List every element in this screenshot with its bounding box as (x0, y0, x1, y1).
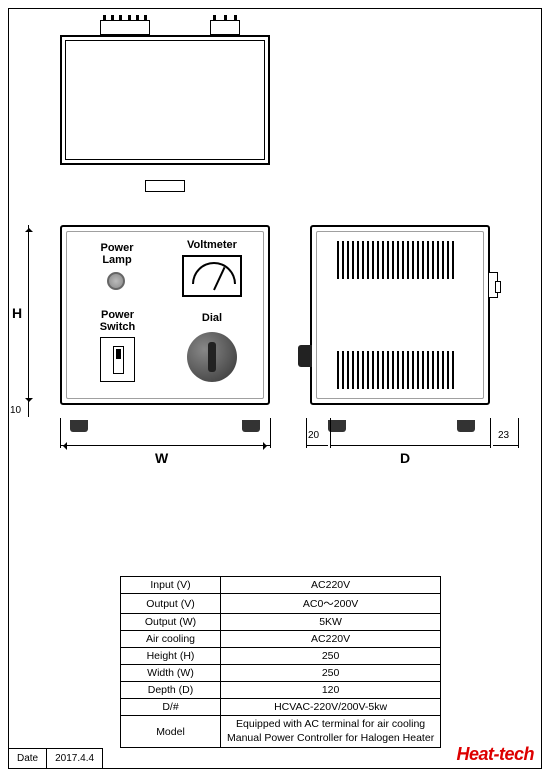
spec-key: Model (121, 716, 221, 748)
dim-foot-line (28, 405, 29, 417)
terminal-block-small (210, 20, 240, 35)
spec-key: Width (W) (121, 665, 221, 682)
dim-20-label: 20 (308, 430, 319, 441)
spec-value: 5KW (221, 614, 441, 631)
foot-right (242, 420, 260, 432)
dim-width-label: W (155, 450, 168, 466)
foot-left (70, 420, 88, 432)
date-value: 2017.4.4 (47, 749, 103, 769)
table-row: Output (V)AC0～200V (121, 594, 441, 614)
dim-depth-label: D (400, 450, 410, 466)
spec-value: 120 (221, 682, 441, 699)
terminal-blocks (100, 20, 240, 35)
spec-key: D/# (121, 699, 221, 716)
foot-right (457, 420, 475, 432)
side-panel (310, 225, 490, 405)
spec-value: HCVAC-220V/200V-5kw (221, 699, 441, 716)
date-box: Date 2017.4.4 (8, 748, 103, 769)
terminal-block-large (100, 20, 150, 35)
spec-tbody: Input (V)AC220VOutput (V)AC0～200VOutput … (121, 577, 441, 748)
table-row: Width (W)250 (121, 665, 441, 682)
spec-key: Output (V) (121, 594, 221, 614)
power-switch-icon (100, 337, 135, 382)
dial-label: Dial (187, 312, 237, 324)
side-protrusion-left (298, 345, 312, 367)
table-row: Air coolingAC220V (121, 631, 441, 648)
date-label: Date (9, 749, 47, 769)
dim-20-line (306, 445, 328, 446)
voltmeter-label: Voltmeter (177, 239, 247, 251)
spec-key: Air cooling (121, 631, 221, 648)
spec-value: AC0～200V (221, 594, 441, 614)
spec-key: Output (W) (121, 614, 221, 631)
spec-key: Height (H) (121, 648, 221, 665)
spec-value: Equipped with AC terminal for air coolin… (221, 716, 441, 748)
vents-top (337, 241, 454, 279)
dial-icon (187, 332, 237, 382)
table-row: Output (W)5KW (121, 614, 441, 631)
spec-value: 250 (221, 665, 441, 682)
power-lamp-label: Power Lamp (92, 242, 142, 266)
spec-value: 250 (221, 648, 441, 665)
top-connector (145, 180, 185, 192)
dim-height-line (28, 225, 29, 405)
spec-key: Input (V) (121, 577, 221, 594)
dim-23-label: 23 (498, 430, 509, 441)
voltmeter-icon (182, 255, 242, 297)
spec-value: AC220V (221, 631, 441, 648)
table-row: D/#HCVAC-220V/200V-5kw (121, 699, 441, 716)
table-row: Input (V)AC220V (121, 577, 441, 594)
power-switch-label: Power Switch (90, 309, 145, 333)
table-row: ModelEquipped with AC terminal for air c… (121, 716, 441, 748)
spec-value: AC220V (221, 577, 441, 594)
dim-foot-label: 10 (10, 405, 21, 416)
front-panel: Power Lamp Voltmeter Power Switch Dial (60, 225, 270, 405)
table-row: Depth (D)120 (121, 682, 441, 699)
dim-23-line (493, 445, 518, 446)
side-protrusion-right (488, 272, 498, 298)
top-view (60, 20, 270, 180)
side-view (310, 225, 505, 420)
table-row: Height (H)250 (121, 648, 441, 665)
vents-bottom (337, 351, 454, 389)
dim-width-line (60, 445, 270, 446)
top-body (60, 35, 270, 165)
power-lamp-icon (107, 272, 125, 290)
spec-key: Depth (D) (121, 682, 221, 699)
spec-table: Input (V)AC220VOutput (V)AC0～200VOutput … (120, 576, 441, 748)
front-view: Power Lamp Voltmeter Power Switch Dial (60, 225, 270, 420)
brand-logo: Heat-tech (456, 744, 534, 765)
dim-height-label: H (12, 305, 22, 321)
dim-depth-line (330, 445, 490, 446)
